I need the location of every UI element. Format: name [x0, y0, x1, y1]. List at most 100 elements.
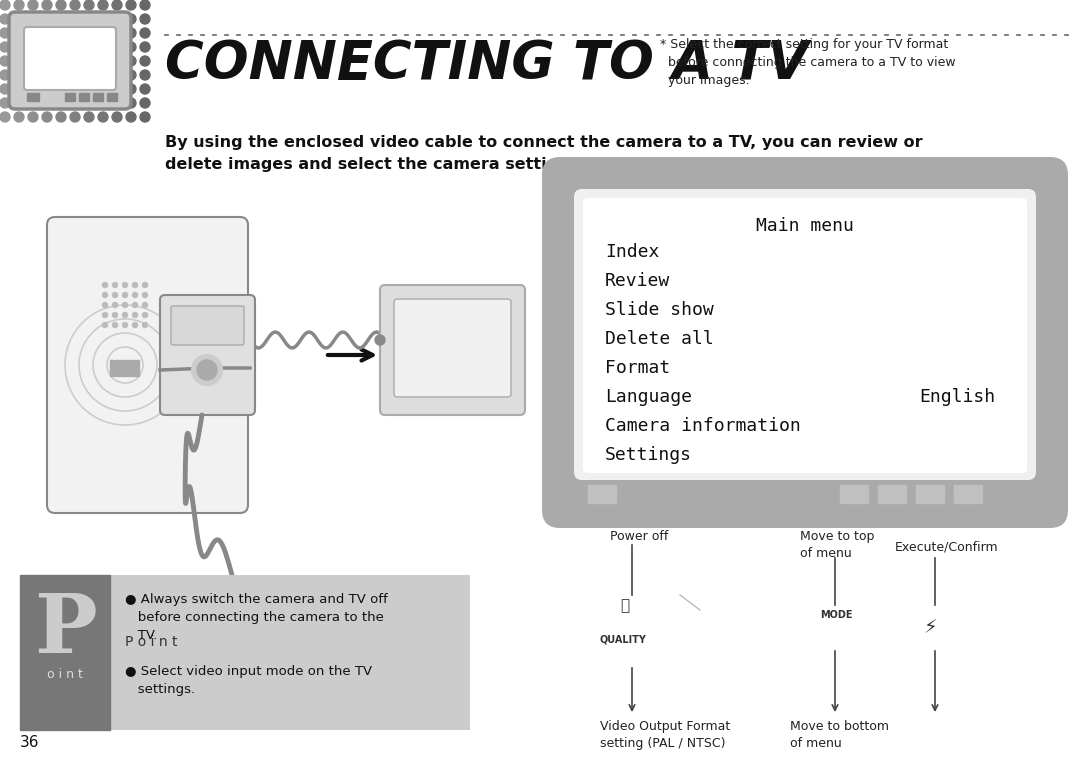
Circle shape	[70, 28, 80, 38]
Text: CONNECTING TO A TV: CONNECTING TO A TV	[165, 38, 808, 90]
Circle shape	[103, 302, 108, 308]
Bar	[114, 360, 119, 376]
FancyBboxPatch shape	[9, 12, 131, 109]
Circle shape	[70, 42, 80, 52]
Circle shape	[84, 14, 94, 24]
Circle shape	[126, 70, 136, 80]
Circle shape	[140, 98, 150, 108]
Circle shape	[28, 98, 38, 108]
Bar	[93, 93, 103, 101]
Circle shape	[126, 98, 136, 108]
Text: Format: Format	[605, 359, 671, 377]
Text: English: English	[919, 388, 995, 406]
Circle shape	[112, 14, 122, 24]
Circle shape	[103, 282, 108, 288]
Circle shape	[133, 302, 137, 308]
Bar	[840, 485, 868, 503]
Text: P: P	[33, 590, 96, 670]
Circle shape	[70, 98, 80, 108]
Circle shape	[70, 84, 80, 94]
Circle shape	[103, 292, 108, 298]
Circle shape	[28, 56, 38, 66]
Bar	[110, 360, 114, 376]
Circle shape	[143, 323, 148, 327]
Circle shape	[143, 312, 148, 317]
Bar	[954, 485, 982, 503]
Circle shape	[84, 98, 94, 108]
Circle shape	[112, 70, 122, 80]
Circle shape	[28, 14, 38, 24]
Circle shape	[140, 0, 150, 10]
Circle shape	[375, 335, 384, 345]
Text: Review: Review	[605, 272, 671, 290]
Bar	[107, 93, 117, 101]
Circle shape	[112, 98, 122, 108]
Circle shape	[14, 112, 24, 122]
Circle shape	[42, 98, 52, 108]
Circle shape	[122, 292, 127, 298]
Text: Language: Language	[605, 388, 692, 406]
FancyBboxPatch shape	[380, 285, 525, 415]
Circle shape	[0, 28, 10, 38]
Circle shape	[70, 70, 80, 80]
Circle shape	[56, 98, 66, 108]
Circle shape	[14, 70, 24, 80]
Circle shape	[14, 42, 24, 52]
Circle shape	[84, 112, 94, 122]
FancyBboxPatch shape	[583, 198, 1027, 473]
Circle shape	[126, 42, 136, 52]
Circle shape	[14, 84, 24, 94]
Circle shape	[56, 84, 66, 94]
Circle shape	[112, 282, 118, 288]
Text: Power off: Power off	[610, 530, 669, 543]
Text: QUALITY: QUALITY	[600, 635, 647, 645]
Circle shape	[42, 14, 52, 24]
FancyBboxPatch shape	[24, 27, 116, 90]
FancyBboxPatch shape	[542, 157, 1068, 528]
Circle shape	[56, 42, 66, 52]
Circle shape	[84, 28, 94, 38]
Circle shape	[14, 14, 24, 24]
Circle shape	[42, 56, 52, 66]
Circle shape	[70, 112, 80, 122]
Circle shape	[140, 14, 150, 24]
Text: 36: 36	[21, 735, 40, 750]
Text: Camera information: Camera information	[605, 417, 800, 435]
Circle shape	[28, 28, 38, 38]
Circle shape	[42, 28, 52, 38]
Text: MODE: MODE	[820, 610, 852, 620]
Circle shape	[126, 112, 136, 122]
Circle shape	[133, 292, 137, 298]
Circle shape	[28, 84, 38, 94]
Bar	[916, 485, 944, 503]
Bar	[120, 360, 124, 376]
Circle shape	[14, 98, 24, 108]
Circle shape	[126, 84, 136, 94]
Circle shape	[112, 56, 122, 66]
Circle shape	[84, 0, 94, 10]
Circle shape	[103, 323, 108, 327]
Circle shape	[98, 112, 108, 122]
Text: o i n t: o i n t	[48, 669, 83, 682]
FancyBboxPatch shape	[394, 299, 511, 397]
Text: ⏻: ⏻	[620, 598, 630, 613]
Circle shape	[98, 98, 108, 108]
Text: Slide show: Slide show	[605, 301, 714, 319]
Circle shape	[42, 84, 52, 94]
Circle shape	[28, 112, 38, 122]
Circle shape	[98, 0, 108, 10]
Circle shape	[126, 28, 136, 38]
Circle shape	[42, 70, 52, 80]
FancyBboxPatch shape	[48, 217, 248, 513]
Circle shape	[42, 42, 52, 52]
Circle shape	[126, 56, 136, 66]
Circle shape	[133, 323, 137, 327]
Circle shape	[70, 14, 80, 24]
Bar	[79, 93, 89, 101]
Circle shape	[112, 42, 122, 52]
Circle shape	[14, 28, 24, 38]
Circle shape	[28, 70, 38, 80]
Text: Move to bottom
of menu: Move to bottom of menu	[789, 720, 889, 750]
Circle shape	[56, 14, 66, 24]
FancyBboxPatch shape	[21, 575, 470, 730]
